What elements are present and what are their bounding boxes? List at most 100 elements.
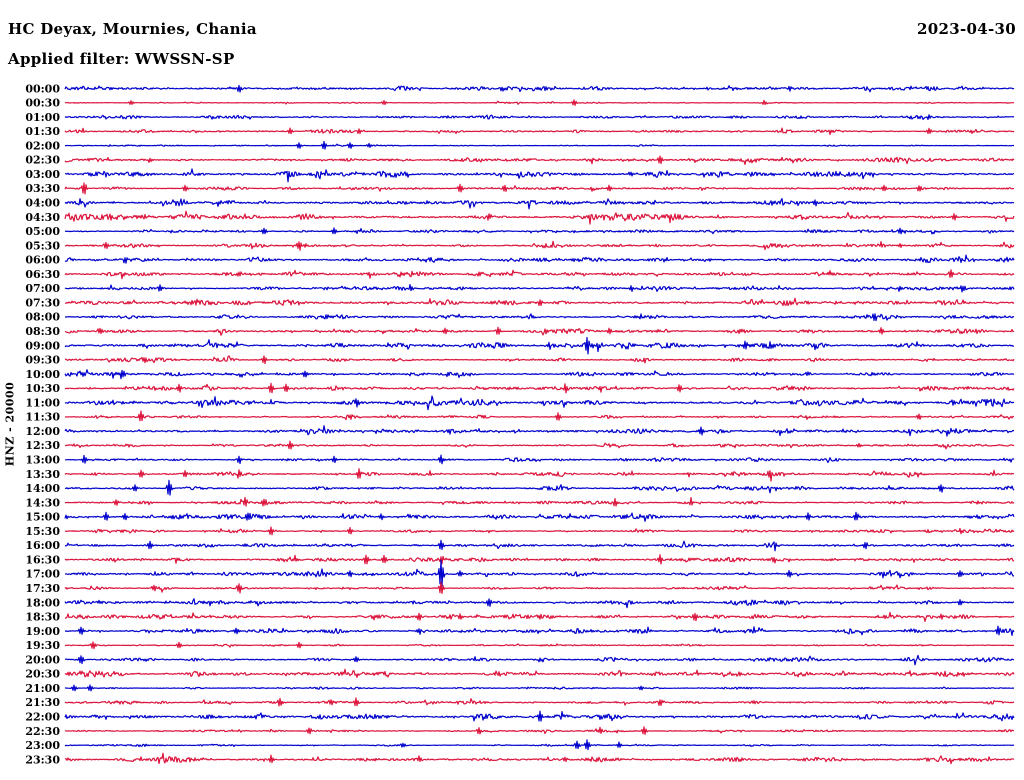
row-time-label: 19:00 — [25, 625, 60, 638]
trace-07:00 — [64, 284, 1015, 293]
row-time-label: 03:30 — [25, 182, 60, 195]
trace-19:00 — [64, 625, 1015, 636]
row-time-label: 06:30 — [25, 268, 60, 281]
trace-10:00 — [64, 369, 1015, 380]
row-time-label: 08:00 — [25, 311, 60, 324]
trace-11:00 — [64, 395, 1015, 411]
row-time-label: 07:30 — [25, 297, 60, 310]
row-time-label: 12:00 — [25, 425, 60, 438]
row-time-label: 08:30 — [25, 325, 60, 338]
trace-20:30 — [64, 668, 1015, 678]
row-time-label: 19:30 — [25, 639, 60, 652]
row-time-label: 17:00 — [25, 568, 60, 581]
row-time-label: 18:30 — [25, 611, 60, 624]
trace-12:00 — [64, 425, 1015, 437]
trace-05:00 — [64, 227, 1015, 235]
trace-11:30 — [64, 410, 1015, 422]
row-time-label: 23:30 — [25, 753, 60, 766]
trace-07:30 — [64, 297, 1015, 307]
trace-02:00 — [65, 140, 1015, 150]
row-time-label: 05:00 — [25, 225, 60, 238]
trace-19:30 — [64, 641, 1015, 650]
trace-06:30 — [64, 269, 1015, 280]
trace-18:30 — [64, 611, 1015, 622]
row-time-label: 21:00 — [25, 682, 60, 695]
trace-16:00 — [64, 539, 1015, 552]
trace-15:00 — [64, 511, 1015, 522]
applied-filter-label: Applied filter: WWSSN-SP — [8, 50, 235, 68]
trace-14:30 — [64, 496, 1015, 507]
trace-04:30 — [64, 210, 1015, 225]
trace-00:30 — [65, 99, 1015, 106]
row-time-label: 15:00 — [25, 511, 60, 524]
row-time-label: 23:00 — [25, 739, 60, 752]
row-time-label: 21:30 — [25, 696, 60, 709]
row-time-label: 05:30 — [25, 239, 60, 252]
row-time-label: 15:30 — [25, 525, 60, 538]
trace-15:30 — [64, 526, 1015, 536]
row-time-label: 10:00 — [25, 368, 60, 381]
row-time-label: 17:30 — [25, 582, 60, 595]
trace-22:30 — [64, 726, 1015, 735]
row-time-label: 01:00 — [25, 111, 60, 124]
trace-13:30 — [64, 468, 1015, 482]
trace-18:00 — [64, 598, 1015, 609]
row-time-label: 20:30 — [25, 668, 60, 681]
row-time-label: 22:00 — [25, 711, 60, 724]
trace-21:30 — [64, 697, 1015, 707]
trace-05:30 — [64, 240, 1015, 251]
row-time-label: 20:00 — [25, 653, 60, 666]
row-time-label: 00:00 — [25, 82, 60, 95]
row-time-label: 00:30 — [25, 97, 60, 110]
trace-03:30 — [64, 182, 1015, 195]
trace-14:00 — [64, 479, 1015, 496]
date-label: 2023-04-30 — [917, 20, 1016, 38]
trace-09:00 — [64, 336, 1015, 355]
row-time-label: 02:30 — [25, 154, 60, 167]
trace-06:00 — [64, 254, 1015, 264]
trace-02:30 — [64, 155, 1015, 165]
row-time-label: 10:30 — [25, 382, 60, 395]
row-time-label: 04:30 — [25, 211, 60, 224]
trace-01:00 — [64, 114, 1015, 121]
row-time-label: 14:00 — [25, 482, 60, 495]
trace-17:30 — [64, 581, 1015, 594]
trace-13:00 — [65, 454, 1015, 465]
trace-20:00 — [64, 654, 1014, 666]
trace-08:00 — [65, 313, 1015, 322]
trace-00:00 — [64, 84, 1015, 93]
row-time-label: 03:00 — [25, 168, 60, 181]
row-time-label: 09:00 — [25, 339, 60, 352]
trace-16:30 — [64, 554, 1015, 565]
row-time-label: 02:00 — [25, 139, 60, 152]
row-time-label: 22:30 — [25, 725, 60, 738]
trace-10:30 — [64, 382, 1015, 394]
trace-12:30 — [64, 440, 1015, 450]
row-time-label: 16:00 — [25, 539, 60, 552]
row-time-label: 07:00 — [25, 282, 60, 295]
trace-23:00 — [64, 739, 1015, 751]
trace-01:30 — [64, 127, 1015, 136]
row-time-label: 09:30 — [25, 354, 60, 367]
row-time-label: 13:30 — [25, 468, 60, 481]
row-time-label: 14:30 — [25, 496, 60, 509]
row-time-label: 11:00 — [25, 396, 60, 409]
row-time-label: 01:30 — [25, 125, 60, 138]
station-title: HC Deyax, Mournies, Chania — [8, 20, 257, 38]
trace-04:00 — [64, 198, 1015, 210]
row-time-label: 12:30 — [25, 439, 60, 452]
trace-21:00 — [65, 684, 1015, 692]
trace-09:30 — [64, 355, 1015, 365]
row-time-label: 06:00 — [25, 254, 60, 267]
trace-23:30 — [64, 752, 1015, 765]
trace-08:30 — [64, 326, 1015, 336]
row-time-label: 11:30 — [25, 411, 60, 424]
row-time-label: 13:00 — [25, 454, 60, 467]
trace-22:00 — [64, 710, 1015, 722]
row-time-label: 16:30 — [25, 553, 60, 566]
trace-03:00 — [64, 168, 1015, 183]
trace-17:00 — [64, 559, 1014, 587]
row-time-label: 18:00 — [25, 596, 60, 609]
row-time-label: 04:00 — [25, 197, 60, 210]
